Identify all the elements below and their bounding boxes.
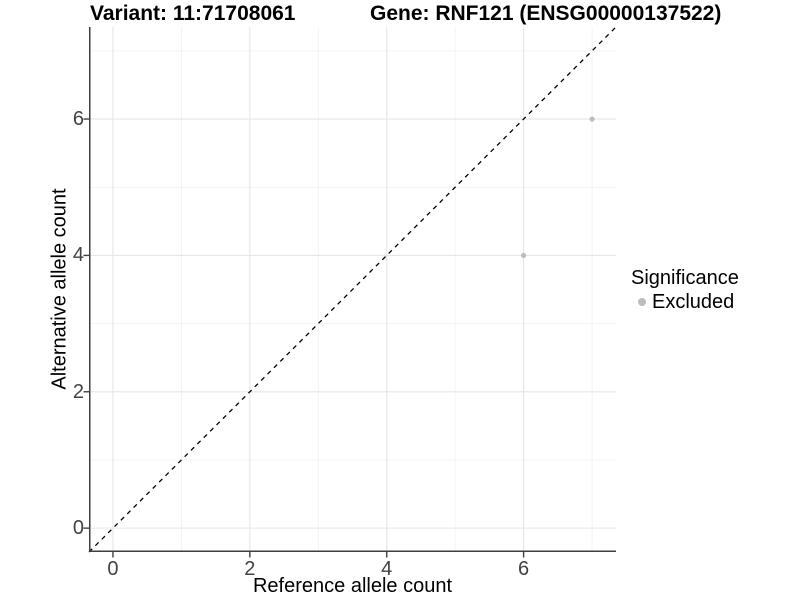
legend: Significance Excluded [631, 266, 739, 314]
x-tick-label: 0 [107, 558, 119, 580]
identity-reference-line [88, 26, 617, 553]
legend-key-dot [638, 298, 646, 306]
legend-items: Excluded [631, 290, 739, 314]
y-tick-label: 4 [72, 244, 84, 267]
legend-title: Significance [631, 267, 739, 289]
x-tick-label: 2 [244, 558, 256, 580]
x-tick-label: 6 [518, 558, 530, 580]
y-tick-label: 0 [72, 517, 84, 540]
x-axis-title: Reference allele count [252, 575, 452, 597]
legend-item-label: Excluded [652, 290, 735, 313]
plot-title-variant: Variant: 11:71708061 [90, 2, 296, 25]
y-axis-title: Alternative allele count [48, 188, 71, 390]
legend-item: Excluded [631, 290, 739, 314]
y-tick-label: 2 [72, 380, 84, 403]
x-tick-label: 4 [381, 558, 393, 580]
plot-title-gene: Gene: RNF121 (ENSG00000137522) [370, 2, 722, 25]
plot-panel [83, 26, 617, 558]
y-tick-label: 6 [72, 108, 84, 131]
data-point [521, 252, 527, 259]
data-point [589, 116, 595, 122]
